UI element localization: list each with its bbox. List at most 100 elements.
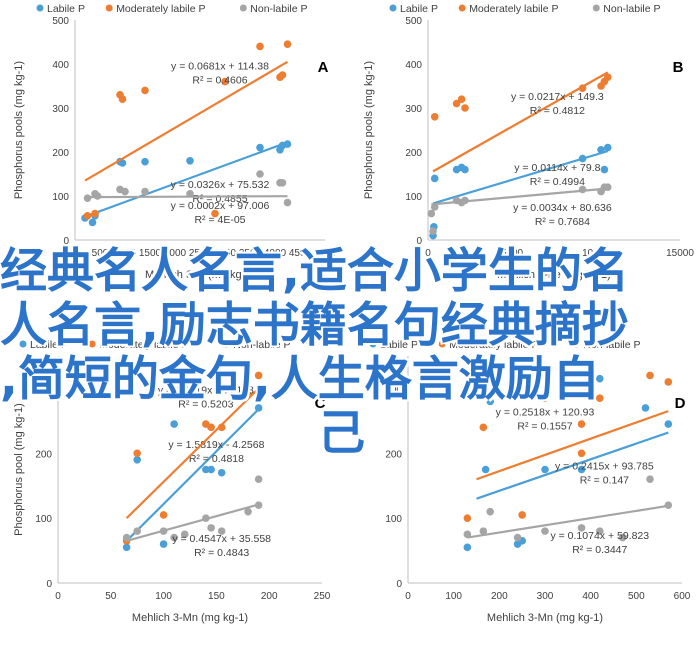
trend-r2: R² = 0.7684 [535, 216, 590, 228]
y-tick-label: 100 [52, 192, 69, 203]
data-point [159, 540, 168, 548]
data-point [577, 420, 586, 428]
legend-marker [438, 340, 446, 348]
data-point [256, 42, 264, 51]
trend-equation: y = 0.0217x + 149.3 [511, 91, 604, 103]
x-tick-label: 500 [92, 248, 109, 259]
trend-equation: y = 0.0034x + 80.636 [513, 202, 612, 214]
trend-line [84, 60, 289, 182]
data-point [283, 140, 292, 148]
y-tick-label: 400 [52, 60, 69, 71]
x-axis-title: Mehlich 3-Mn (mg kg-1) [487, 612, 603, 624]
series-1: y = 0.2415x + 93.785 R² = 0.147 [463, 374, 673, 552]
y-tick-label: 100 [35, 514, 52, 525]
trend-line [467, 504, 669, 539]
y-tick-label: 0 [416, 236, 422, 247]
x-tick-label: 200 [261, 591, 278, 602]
legend-marker [369, 340, 377, 348]
trend-line [126, 503, 259, 542]
legend-label: Labile P [400, 3, 438, 15]
data-point [600, 165, 609, 174]
legend-marker [105, 4, 113, 12]
legend: Labile P Moderately labile P Non-labile P [389, 3, 661, 15]
data-point [170, 420, 178, 428]
data-point [170, 533, 178, 542]
data-point [122, 543, 131, 552]
data-point [217, 468, 226, 477]
legend: Labile P Moderately labile P Non-labile P [19, 339, 291, 351]
data-point [254, 501, 263, 509]
trend-r2: R² = 0.4812 [530, 105, 585, 117]
data-point [93, 192, 102, 200]
data-point [664, 378, 673, 386]
legend-label: Non-labile P [250, 3, 307, 15]
data-point [577, 465, 586, 474]
data-point [91, 209, 99, 218]
x-tick-label: 600 [674, 591, 691, 602]
y-axis-title: Phosphorus pools (mg kg-1) [363, 61, 375, 199]
data-point [541, 527, 549, 535]
data-point [481, 465, 490, 474]
trend-equation: y = 0.0326x + 75.532 [171, 179, 270, 191]
data-point [133, 449, 141, 458]
data-point [646, 475, 654, 484]
x-tick-label: 500 [628, 591, 645, 602]
y-axis-title: Phosphorus pool (mg kg-1) [13, 403, 25, 536]
trend-r2: R² = 0.4843 [194, 547, 249, 559]
data-point [596, 527, 604, 535]
x-axis-title: Mehlich 3-M (mg kg-1) [145, 269, 255, 281]
x-tick-label: 3500 [239, 248, 262, 259]
trend-r2: R² = 0.1557 [517, 421, 572, 433]
y-tick-label: 500 [405, 16, 422, 27]
data-point [133, 455, 141, 464]
data-point [597, 146, 605, 154]
data-point [207, 423, 215, 432]
legend-marker [389, 4, 397, 12]
y-axis-title: Phosphorus pools (mg kg-1) [13, 61, 25, 199]
trend-r2: R² = 0.4818 [189, 453, 244, 465]
data-point [217, 423, 226, 432]
trend-line [125, 408, 260, 542]
x-tick-label: 100 [445, 591, 462, 602]
x-tick-label: 5000 [314, 248, 337, 259]
data-point [202, 465, 210, 474]
data-point [244, 507, 252, 516]
legend-marker [592, 4, 600, 12]
y-tick-label: 300 [52, 104, 69, 115]
y-tick-label: 400 [405, 60, 422, 71]
legend-label: Moderately labile P [449, 339, 538, 351]
legend-label: Labile P [30, 339, 68, 351]
data-point [133, 527, 141, 535]
data-point [664, 501, 673, 509]
trend-equation: y = 0.0002x + 97.006 [171, 200, 270, 212]
series-2: y = 0.0681x + 114.38 R² = 0.4606 [83, 40, 292, 220]
legend-marker [222, 340, 230, 348]
series-3: y = 0.0002x + 97.006 R² = 4E-05 [83, 170, 292, 226]
data-point [207, 524, 215, 532]
data-point [83, 194, 92, 202]
y-tick-label: 200 [385, 449, 402, 460]
trend-equation: y = 0.4547x + 35.558 [172, 533, 271, 545]
data-point [244, 391, 252, 399]
legend-marker [36, 4, 44, 12]
panel-c-chart: Labile P Moderately labile P Non-labile P 0… [13, 339, 331, 624]
series-1: y = 1.5819x - 4.2568 R² = 0.4818 [122, 404, 265, 552]
x-tick-label: 5000 [501, 248, 524, 259]
trend-equation: y = 0.2415x + 93.785 [555, 461, 654, 473]
data-point [141, 86, 149, 95]
x-tick-label: 0 [72, 248, 78, 259]
data-point [118, 95, 127, 103]
trend-line [84, 195, 288, 199]
trend-r2: R² = 0.4994 [530, 176, 585, 188]
data-point [664, 420, 673, 428]
data-point [479, 527, 488, 535]
y-tick-label: 100 [405, 192, 422, 203]
y-tick-label: 300 [385, 384, 402, 395]
panel-letter: A [318, 59, 329, 76]
data-point [452, 99, 461, 108]
trend-r2: R² = 0.3447 [572, 544, 627, 556]
data-point [430, 174, 439, 183]
legend: Labile P Moderately labile P Non-labile P [36, 3, 308, 15]
data-point [463, 530, 472, 539]
trend-equation: y = 0.2518x + 120.93 [496, 407, 595, 419]
